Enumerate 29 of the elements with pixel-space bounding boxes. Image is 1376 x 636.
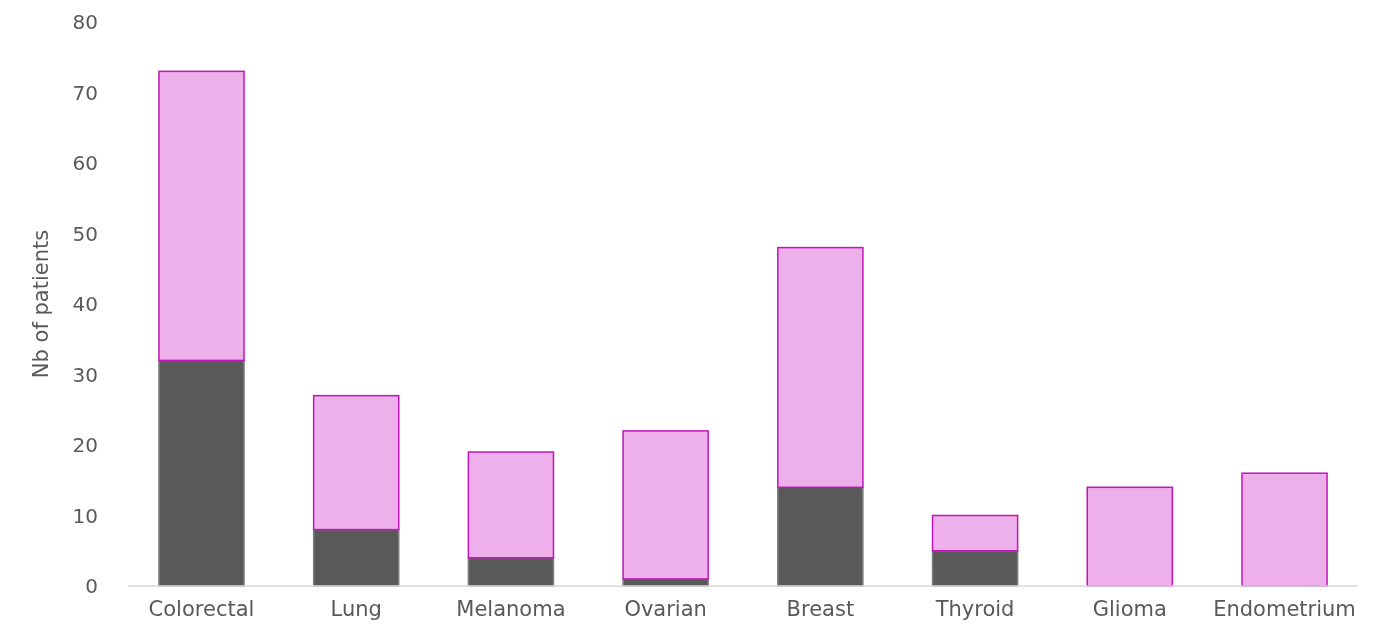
bar [312, 394, 400, 531]
bar [777, 486, 864, 587]
y-tick-label: 70 [72, 80, 98, 105]
bar [931, 514, 1019, 552]
bar [312, 528, 400, 587]
y-tick-label: 0 [85, 574, 98, 598]
y-tick-label: 60 [72, 151, 98, 175]
x-tick-label: Endometrium [1213, 597, 1356, 621]
bar [622, 430, 709, 580]
x-tick-label: Thyroid [934, 597, 1015, 621]
y-tick-label: 10 [72, 503, 98, 528]
x-tick-label: Lung [330, 597, 382, 621]
y-tick-label: 80 [72, 10, 98, 34]
y-tick-label: 20 [72, 433, 98, 457]
y-tick-label: 30 [72, 362, 98, 387]
bar [777, 246, 864, 489]
bar [158, 70, 245, 362]
bar [158, 359, 245, 587]
x-tick-label: Breast [786, 597, 855, 621]
x-tick-label: Ovarian [624, 597, 707, 621]
x-tick-label: Colorectal [148, 597, 255, 621]
bar [1086, 486, 1174, 587]
x-tick-label: Melanoma [456, 597, 566, 621]
x-tick-label: Glioma [1092, 597, 1167, 621]
bar [1241, 472, 1328, 587]
y-tick-label: 50 [72, 221, 98, 246]
y-axis-title: Nb of patients [29, 229, 53, 379]
bar [467, 451, 555, 559]
y-tick-label: 40 [72, 292, 98, 316]
